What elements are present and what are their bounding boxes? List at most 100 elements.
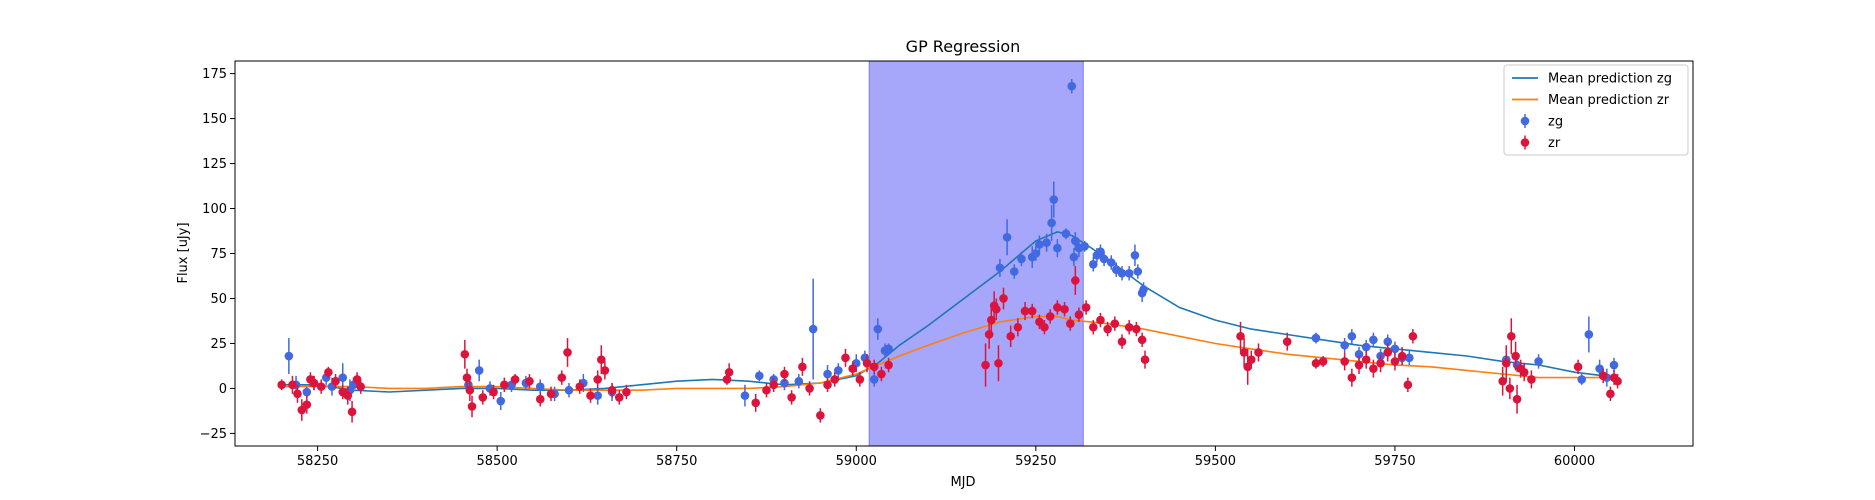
data-point-zr bbox=[593, 375, 603, 384]
data-point-zr bbox=[798, 362, 807, 372]
chart-title: GP Regression bbox=[906, 37, 1021, 56]
data-point-zg bbox=[884, 344, 893, 354]
x-tick-label: 59000 bbox=[836, 454, 877, 469]
data-point-zr bbox=[586, 391, 595, 400]
data-point-zg bbox=[873, 324, 883, 334]
data-point-zr bbox=[460, 349, 470, 359]
data-point-zr bbox=[862, 358, 872, 368]
data-point-zr bbox=[356, 382, 365, 391]
data-point-zg bbox=[564, 385, 574, 395]
data-point-zg bbox=[338, 373, 348, 382]
data-point-zr bbox=[478, 393, 488, 402]
data-point-zr bbox=[596, 355, 606, 364]
data-point-zr bbox=[1071, 276, 1080, 285]
data-point-zr bbox=[525, 376, 534, 386]
data-point-zr bbox=[465, 385, 475, 395]
data-point-zg bbox=[1130, 250, 1140, 260]
data-point-zr bbox=[1140, 355, 1150, 364]
data-point-zr bbox=[1282, 337, 1292, 346]
data-point-zr bbox=[1243, 362, 1252, 372]
data-point-zg bbox=[1390, 344, 1400, 354]
data-point-zr bbox=[1117, 337, 1127, 346]
data-point-zg bbox=[1354, 349, 1364, 359]
data-point-zr bbox=[1512, 394, 1522, 404]
data-point-zr bbox=[724, 367, 734, 377]
data-point-zr bbox=[1361, 355, 1371, 364]
data-point-zr bbox=[1006, 331, 1015, 341]
data-point-zr bbox=[331, 376, 340, 386]
data-point-zr bbox=[1096, 315, 1105, 325]
x-tick-label: 58750 bbox=[656, 454, 697, 469]
data-point-zr bbox=[557, 373, 567, 382]
data-point-zg bbox=[1340, 340, 1349, 350]
data-point-zr bbox=[489, 387, 498, 397]
data-point-zg bbox=[1049, 195, 1059, 204]
data-point-zg bbox=[1577, 375, 1586, 384]
data-point-zg bbox=[1009, 267, 1019, 276]
x-tick-label: 59250 bbox=[1015, 454, 1056, 469]
data-point-zr bbox=[1613, 376, 1622, 386]
x-tick-label: 59750 bbox=[1374, 454, 1415, 469]
legend-label-mean-prediction-zr: Mean prediction zr bbox=[1548, 93, 1670, 108]
data-point-zr bbox=[324, 367, 333, 377]
x-tick-label: 59500 bbox=[1195, 454, 1236, 469]
data-point-zr bbox=[1527, 375, 1536, 384]
data-point-zr bbox=[1598, 371, 1608, 381]
data-point-zr bbox=[855, 375, 865, 384]
data-point-zr bbox=[316, 382, 326, 391]
data-point-zr bbox=[1505, 384, 1515, 393]
data-point-zr bbox=[869, 362, 879, 372]
data-point-zr bbox=[1511, 351, 1520, 361]
data-point-zg bbox=[755, 371, 764, 381]
data-point-zg bbox=[1369, 335, 1378, 345]
data-point-zg bbox=[1031, 249, 1041, 258]
data-point-zr bbox=[830, 375, 840, 384]
data-point-zg bbox=[1405, 353, 1414, 363]
data-point-zr bbox=[1027, 306, 1037, 316]
data-point-zr bbox=[992, 304, 1001, 314]
data-point-zr bbox=[535, 394, 545, 404]
data-point-zr bbox=[823, 380, 832, 390]
data-point-zg bbox=[593, 391, 603, 400]
x-tick-label: 58250 bbox=[297, 454, 338, 469]
data-point-zr bbox=[981, 360, 990, 370]
data-point-zg bbox=[1534, 357, 1543, 366]
data-point-zg bbox=[1088, 259, 1098, 269]
data-point-zr bbox=[1376, 358, 1385, 368]
data-point-zr bbox=[1065, 319, 1075, 328]
y-tick-label: 75 bbox=[210, 247, 227, 262]
data-point-zr bbox=[607, 385, 617, 395]
data-point-zr bbox=[1347, 373, 1357, 382]
data-point-zg bbox=[1117, 268, 1127, 278]
data-point-zg bbox=[1139, 285, 1148, 294]
data-point-zg bbox=[1383, 337, 1393, 346]
y-tick-label: 125 bbox=[202, 157, 227, 172]
data-point-zg bbox=[1361, 342, 1371, 352]
legend-box bbox=[1503, 64, 1689, 156]
data-point-zr bbox=[787, 393, 796, 402]
series-zr bbox=[277, 266, 1622, 423]
data-point-zg bbox=[1106, 258, 1116, 267]
y-tick-label: 0 bbox=[219, 382, 227, 397]
data-point-zg bbox=[794, 376, 804, 386]
data-point-zg bbox=[1071, 236, 1080, 246]
data-point-zr bbox=[500, 380, 509, 390]
data-point-zr bbox=[347, 407, 357, 417]
legend: Mean prediction zg Mean prediction zr zg zr bbox=[1503, 64, 1689, 156]
data-point-zr bbox=[1103, 324, 1112, 334]
data-point-zg bbox=[535, 382, 545, 391]
data-point-zr bbox=[1045, 312, 1055, 321]
data-point-zr bbox=[1318, 357, 1328, 366]
x-axis-label: MJD bbox=[950, 475, 975, 490]
data-point-zr bbox=[999, 294, 1008, 303]
data-point-zr bbox=[1390, 357, 1400, 366]
data-point-zg bbox=[740, 391, 750, 400]
data-point-zr bbox=[1013, 322, 1023, 332]
data-point-zr bbox=[984, 330, 994, 339]
y-tick-label: 100 bbox=[202, 202, 227, 217]
data-point-zr bbox=[1408, 331, 1418, 341]
data-point-zr bbox=[1311, 358, 1321, 368]
legend-label-zr: zr bbox=[1548, 136, 1561, 151]
data-point-zr bbox=[841, 353, 850, 363]
